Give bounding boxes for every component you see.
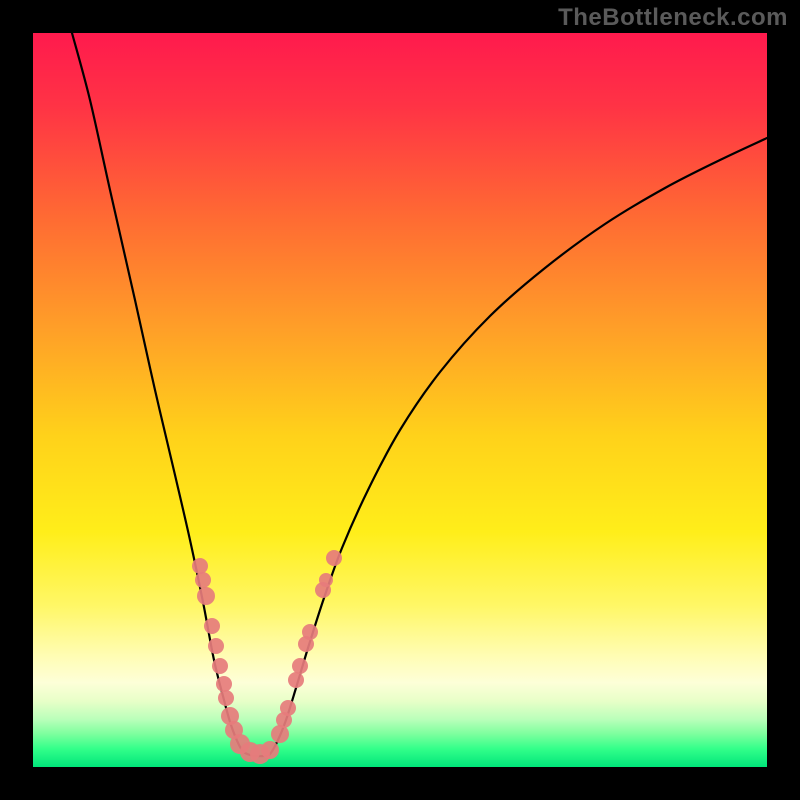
data-marker (326, 550, 342, 566)
data-marker (192, 558, 208, 574)
data-marker (218, 690, 234, 706)
data-marker (197, 587, 215, 605)
data-marker (319, 573, 333, 587)
bottleneck-curve-chart (0, 0, 800, 800)
plot-background (33, 33, 767, 767)
data-marker (271, 725, 289, 743)
data-marker (208, 638, 224, 654)
data-marker (212, 658, 228, 674)
data-marker (280, 700, 296, 716)
data-marker (302, 624, 318, 640)
data-marker (292, 658, 308, 674)
data-marker (195, 572, 211, 588)
data-marker (204, 618, 220, 634)
data-marker (261, 741, 279, 759)
data-marker (216, 676, 232, 692)
data-marker (288, 672, 304, 688)
watermark-text: TheBottleneck.com (558, 4, 788, 32)
chart-container: TheBottleneck.com (0, 0, 800, 800)
